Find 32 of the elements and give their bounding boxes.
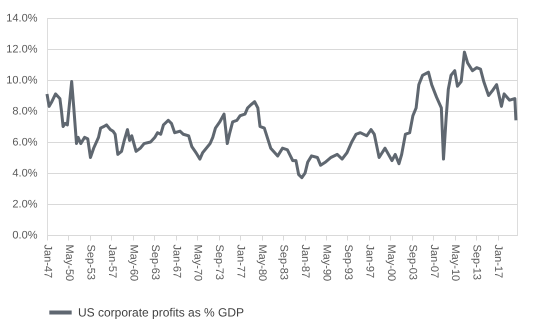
x-tick-label: May-70 <box>192 244 204 282</box>
x-tick-label: May-90 <box>320 244 332 282</box>
y-tick-label: 4.0% <box>12 168 38 180</box>
legend-label: US corporate profits as % GDP <box>78 306 244 320</box>
x-tick-label: Sep-83 <box>278 244 290 280</box>
x-tick-label: Jan-57 <box>106 244 118 278</box>
y-tick-label: 0.0% <box>12 230 38 242</box>
x-tick-label: Sep-13 <box>470 244 483 280</box>
x-tick-label: Jan-87 <box>299 244 312 278</box>
x-tick-label: Jan-07 <box>428 244 440 278</box>
x-tick-label: May-10 <box>449 244 462 282</box>
x-tick-label: Jan-67 <box>170 244 182 278</box>
x-tick-label: Jan-97 <box>363 244 376 278</box>
x-tick-label: May-50 <box>62 244 75 282</box>
x-tick-label: Jan-17 <box>492 244 504 278</box>
x-tick-label: Sep-93 <box>342 244 354 280</box>
x-tick-label: Sep-73 <box>213 244 226 280</box>
x-tick-label: Sep-53 <box>84 244 96 280</box>
y-tick-label: 8.0% <box>12 106 38 118</box>
x-tick-label: May-00 <box>384 244 397 282</box>
x-tick-label: May-80 <box>256 244 268 282</box>
x-tick-label: May-60 <box>127 244 140 282</box>
y-tick-label: 2.0% <box>12 198 38 210</box>
x-tick-label: Sep-63 <box>148 244 161 280</box>
line-series <box>46 50 518 180</box>
y-tick-label: 6.0% <box>12 136 38 148</box>
y-tick-label: 12.0% <box>6 44 38 56</box>
x-tick-label: Jan-77 <box>234 244 247 278</box>
y-tick-label: 14.0% <box>6 12 38 24</box>
y-tick-label: 10.0% <box>6 74 38 86</box>
x-tick-label: Jan-47 <box>42 244 54 278</box>
x-tick-label: Sep-03 <box>406 244 418 280</box>
